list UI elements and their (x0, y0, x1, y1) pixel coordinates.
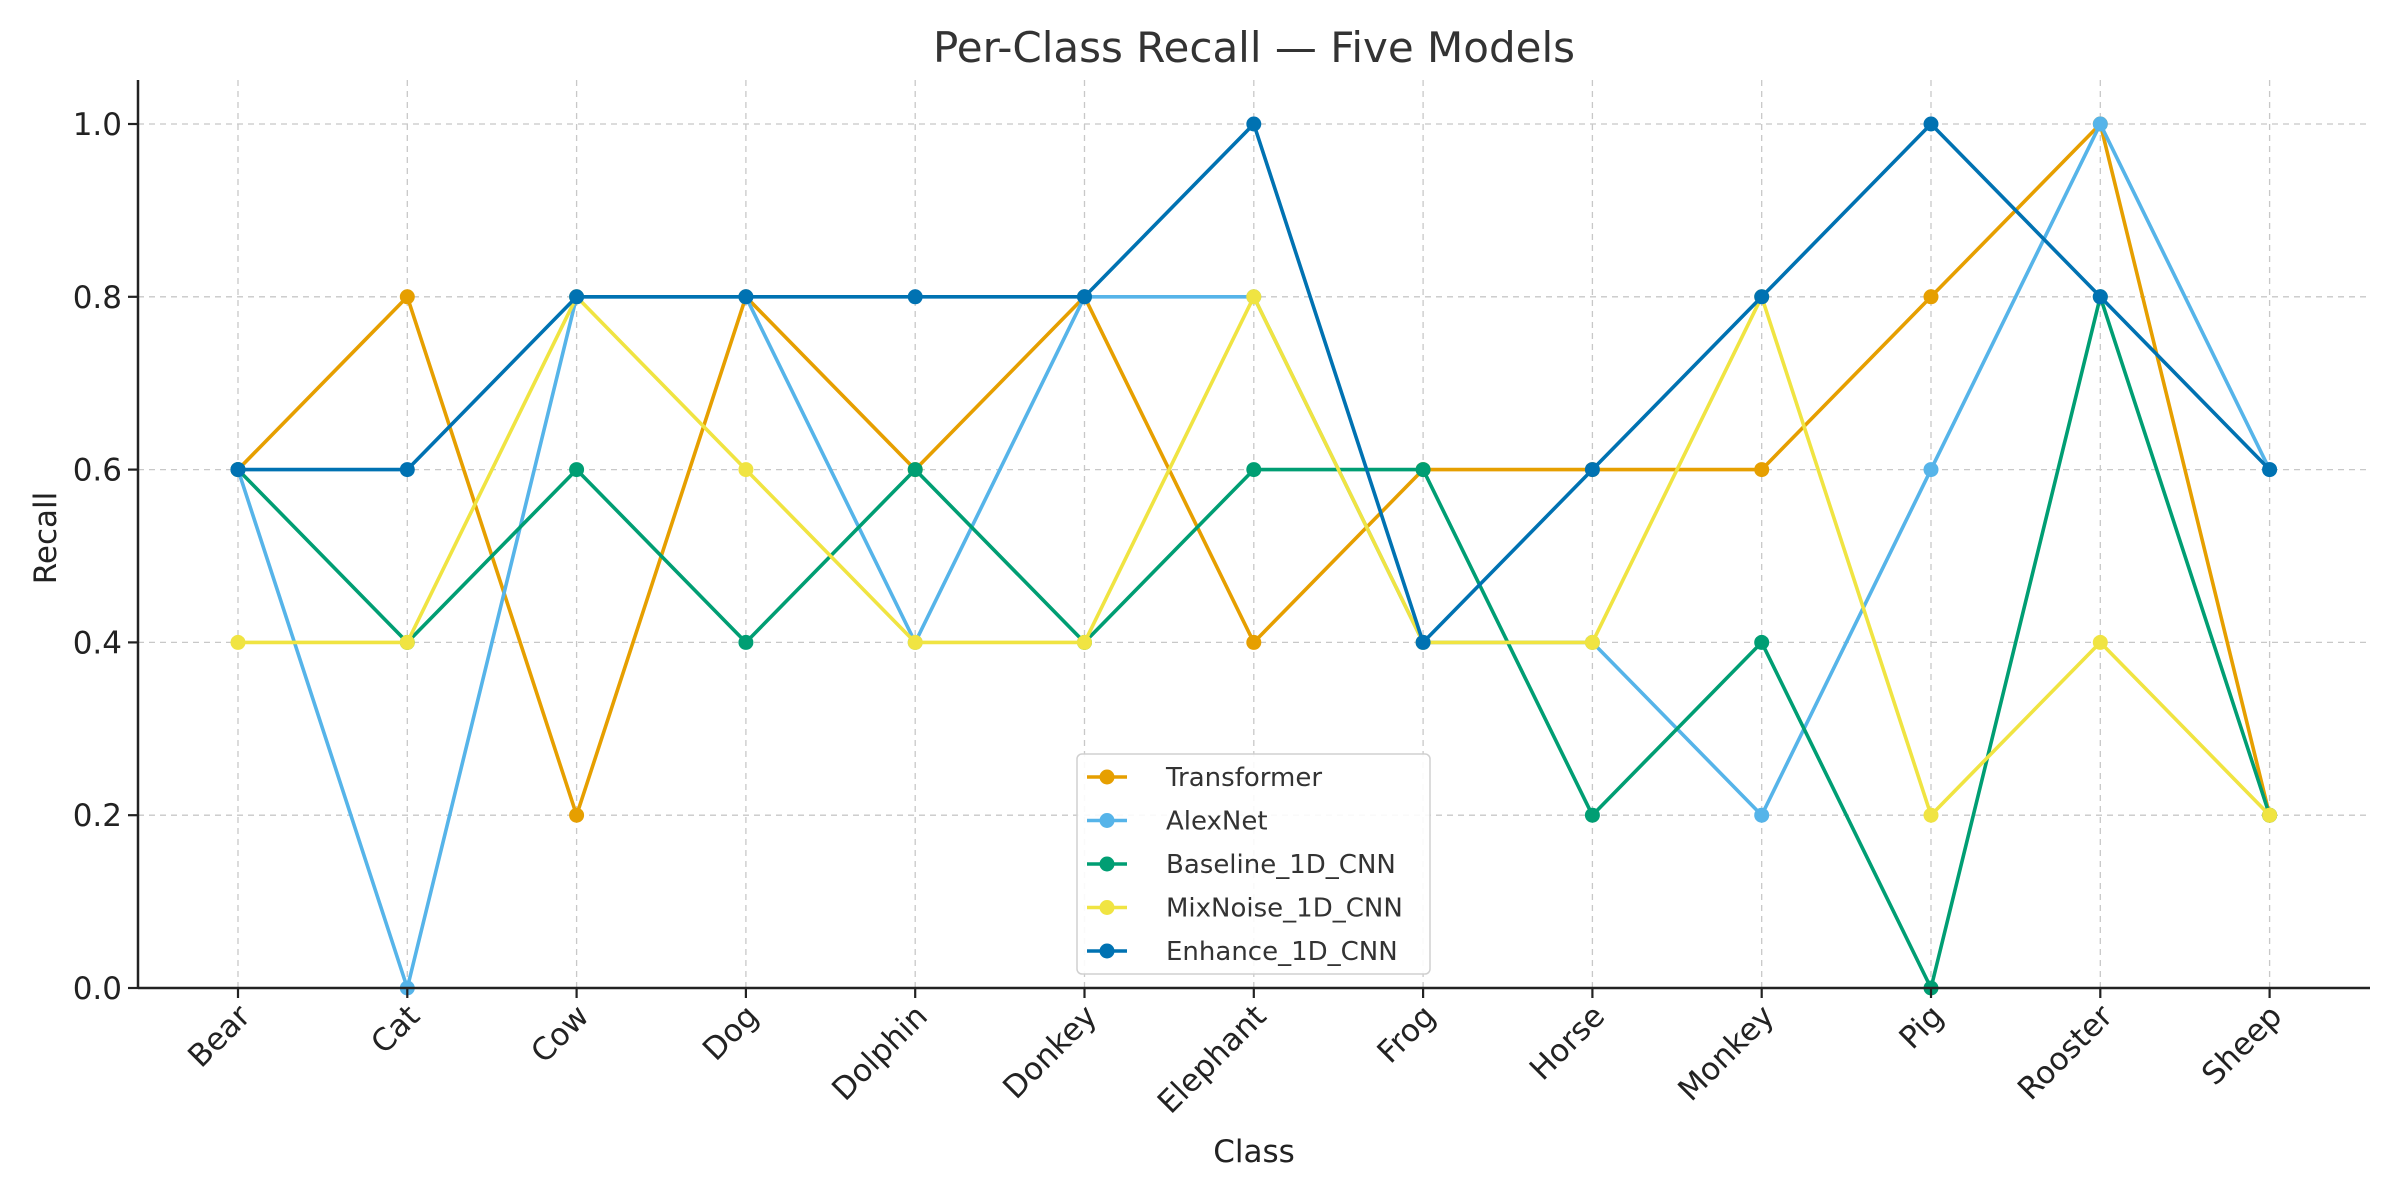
y-tick-label: 0.6 (73, 453, 122, 489)
data-point (399, 462, 415, 478)
legend: Transformer AlexNet Baseline_1D_CNN MixNois… (1076, 753, 1431, 975)
data-point (738, 289, 754, 305)
data-point (2092, 289, 2108, 305)
chart-title: Per-Class Recall — Five Models (933, 23, 1575, 72)
data-point (1246, 289, 1262, 305)
y-tick-label: 0.0 (73, 971, 122, 1007)
x-tick-label: Monkey (1671, 998, 1781, 1108)
data-point (2092, 116, 2108, 132)
y-axis-label: Recall (28, 492, 64, 585)
data-point (1754, 807, 1770, 823)
x-tick-label: Cow (524, 998, 596, 1070)
legend-swatch-marker (1099, 856, 1115, 872)
data-point (1077, 289, 1092, 305)
data-point (1415, 462, 1431, 478)
data-point (907, 634, 923, 650)
x-axis-label: Class (1213, 1134, 1295, 1170)
legend-entry: MixNoise_1D_CNN (1087, 894, 1403, 924)
data-point (907, 462, 923, 478)
series-Enhance_1D_CNN (230, 116, 2278, 650)
x-tick-label: Dolphin (825, 998, 935, 1108)
legend-swatch-marker (1099, 900, 1115, 915)
x-tick-label: Dog (696, 998, 766, 1068)
legend-label: Transformer (1165, 763, 1322, 793)
legend-entry: AlexNet (1087, 807, 1268, 837)
data-point (1246, 634, 1262, 650)
legend-entry: Baseline_1D_CNN (1087, 850, 1396, 880)
data-point (1584, 462, 1600, 478)
legend-swatch-marker (1099, 813, 1115, 828)
data-point (1923, 807, 1939, 823)
data-point (2092, 634, 2108, 650)
data-point (907, 289, 923, 305)
x-tick-label: Cat (364, 998, 427, 1061)
x-ticks: Bear Cat Cow Dog Dolphin Donkey Elephant Frog Ho… (181, 988, 2289, 1121)
x-tick-label: Horse (1523, 998, 1612, 1087)
data-point (1754, 634, 1770, 650)
data-point (569, 289, 585, 305)
legend-label: AlexNet (1166, 807, 1268, 837)
y-tick-label: 0.4 (73, 625, 122, 661)
data-point (1754, 289, 1770, 305)
x-tick-label: Sheep (2195, 998, 2289, 1092)
data-point (1584, 807, 1600, 823)
data-point (1923, 116, 1939, 132)
data-point (399, 289, 415, 305)
data-point (1246, 462, 1262, 478)
y-ticks: 0.0 0.2 0.4 0.6 0.8 1.0 (73, 107, 138, 1007)
legend-swatch-marker (1099, 769, 1115, 785)
x-tick-label: Rooster (2011, 998, 2120, 1107)
x-tick-label: Frog (1370, 998, 1442, 1070)
legend-entry: Enhance_1D_CNN (1087, 937, 1398, 967)
legend-box (1076, 753, 1431, 975)
legend-label: Enhance_1D_CNN (1166, 937, 1398, 967)
data-point (1077, 634, 1092, 650)
x-tick-label: Bear (181, 998, 258, 1075)
y-tick-label: 0.2 (73, 798, 122, 834)
data-point (738, 634, 754, 650)
data-point (1754, 462, 1770, 478)
data-point (1415, 634, 1431, 650)
data-point (1923, 289, 1939, 305)
x-tick-label: Elephant (1151, 998, 1274, 1121)
data-point (569, 462, 585, 478)
data-point (230, 634, 246, 650)
data-point (1584, 634, 1600, 650)
x-tick-label: Donkey (996, 998, 1104, 1106)
legend-label: MixNoise_1D_CNN (1166, 894, 1403, 924)
legend-swatch-marker (1099, 943, 1115, 959)
data-point (2262, 462, 2278, 478)
legend-entry: Transformer (1087, 763, 1322, 793)
y-tick-label: 1.0 (73, 107, 122, 143)
data-point (738, 462, 754, 478)
data-point (399, 634, 415, 650)
x-tick-label: Pig (1892, 998, 1950, 1056)
data-point (230, 462, 246, 478)
data-point (2262, 807, 2278, 823)
data-point (569, 807, 585, 823)
legend-label: Baseline_1D_CNN (1166, 850, 1396, 880)
data-point (1923, 462, 1939, 478)
data-point (1246, 116, 1262, 132)
y-tick-label: 0.8 (73, 280, 122, 316)
